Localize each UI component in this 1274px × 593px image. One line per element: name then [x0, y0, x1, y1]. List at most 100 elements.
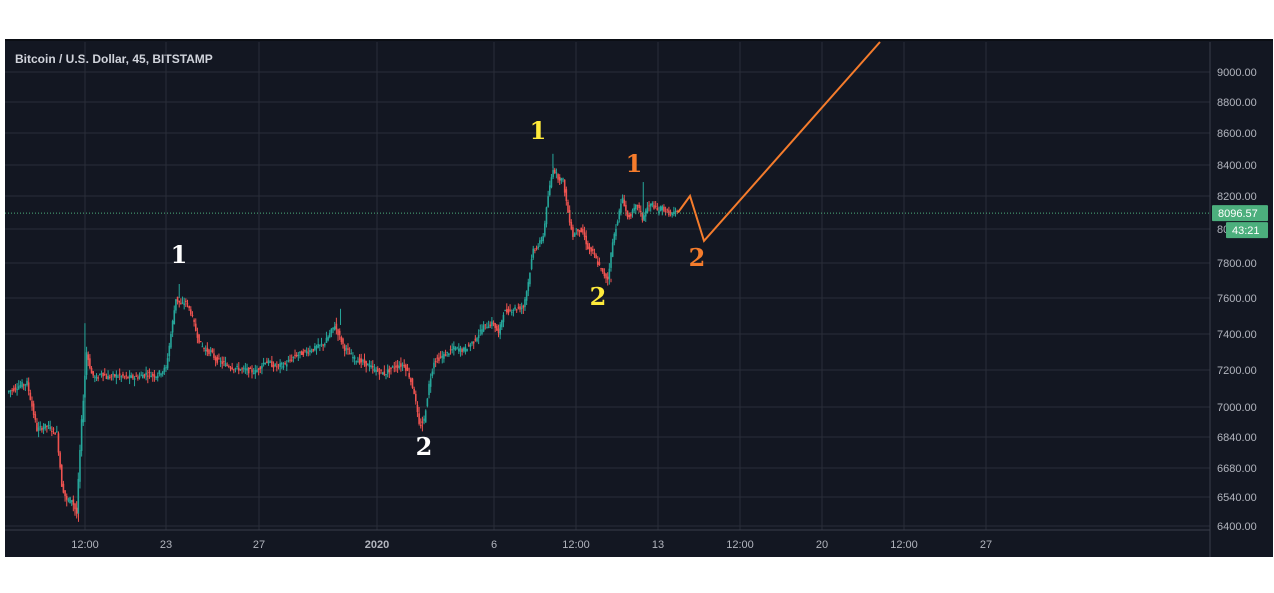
candle-body	[198, 334, 200, 343]
candle-body	[398, 366, 401, 368]
candle-body	[421, 421, 424, 423]
candle-body	[654, 205, 657, 207]
candle-body	[19, 385, 22, 387]
candle-body	[606, 276, 609, 280]
candle-body	[558, 177, 561, 181]
candle-body	[479, 330, 482, 332]
candle-body	[620, 203, 622, 213]
candle-body	[443, 353, 445, 359]
candle-body	[65, 495, 68, 500]
candle-body	[239, 369, 242, 371]
y-tick-label: 7400.00	[1217, 329, 1257, 341]
candle-body	[282, 365, 285, 368]
candle-body	[649, 203, 652, 207]
candle-body	[484, 324, 487, 326]
candle-body	[371, 365, 374, 368]
candle-body	[257, 368, 260, 371]
x-tick-label: 2020	[365, 539, 389, 551]
candle-body	[69, 497, 71, 504]
candle-body	[70, 500, 73, 502]
candle-body	[241, 368, 243, 370]
candle-body	[641, 212, 644, 221]
candle-body	[362, 360, 364, 362]
candle-body	[247, 367, 250, 374]
candle-body	[262, 362, 265, 365]
candle-body	[643, 215, 645, 221]
candle-body	[426, 398, 429, 407]
x-tick-label: 12:00	[562, 539, 590, 551]
candle-body	[501, 320, 503, 328]
candle-body	[429, 378, 432, 387]
candle-body	[277, 364, 280, 366]
candle-body	[327, 336, 329, 341]
candle-body	[525, 291, 528, 301]
candle-body	[123, 376, 126, 378]
candle-body	[600, 268, 602, 270]
candle-body	[75, 507, 78, 514]
candle-body	[201, 346, 204, 348]
candle-body	[97, 377, 99, 379]
y-tick-label: 6400.00	[1217, 521, 1257, 533]
candle-body	[563, 179, 566, 193]
y-tick-label: 7800.00	[1217, 258, 1257, 270]
x-tick-label: 12:00	[71, 539, 99, 551]
candle-body	[9, 390, 12, 392]
candle-body	[16, 389, 18, 391]
candle-body	[185, 300, 187, 303]
candle-body	[333, 326, 336, 330]
candle-body	[29, 392, 32, 400]
candle-body	[514, 307, 516, 310]
candle-body	[337, 329, 339, 336]
candle-body	[228, 365, 230, 368]
candle-body	[47, 424, 50, 426]
candle-body	[630, 213, 632, 217]
candle-body	[605, 273, 607, 279]
candle-body	[458, 348, 460, 352]
candle-body	[449, 349, 452, 351]
candle-body	[497, 328, 500, 333]
candle-body	[472, 341, 475, 344]
candle-body	[595, 254, 597, 259]
candle-body	[454, 347, 457, 351]
candle-body	[294, 354, 296, 357]
candle-body	[56, 431, 58, 433]
candle-body	[145, 372, 147, 375]
candle-body	[319, 344, 321, 346]
candle-body	[209, 350, 212, 352]
candle-body	[413, 388, 415, 394]
candle-body	[37, 427, 40, 431]
candle-body	[143, 374, 146, 377]
candle-body	[309, 349, 311, 353]
candle-body	[648, 205, 650, 207]
candle-body	[673, 211, 675, 215]
candle-body	[320, 343, 323, 345]
candle-body	[626, 210, 629, 218]
candle-body	[231, 367, 233, 370]
candle-body	[676, 210, 678, 212]
candle-body	[26, 380, 28, 386]
candle-body	[242, 367, 245, 369]
candle-body	[226, 364, 228, 366]
y-tick-label: 6680.00	[1217, 463, 1257, 475]
candle-body	[41, 427, 43, 431]
candle-body	[353, 356, 356, 360]
candle-body	[532, 248, 535, 258]
projection-path	[677, 41, 881, 243]
y-tick-label: 8600.00	[1217, 128, 1257, 140]
candle-body	[674, 211, 677, 213]
candle-body	[481, 329, 483, 335]
candle-body	[21, 382, 23, 388]
candle-body	[406, 367, 409, 371]
candle-body	[122, 373, 124, 377]
candle-body	[588, 246, 591, 250]
candle-body	[471, 341, 473, 344]
candle-body	[459, 347, 462, 352]
candle-body	[133, 378, 136, 380]
candle-body	[633, 207, 635, 211]
candle-body	[393, 367, 396, 369]
candle-body	[285, 364, 288, 367]
candle-body	[130, 375, 133, 378]
candle-body	[236, 366, 238, 368]
candle-body	[310, 350, 313, 352]
